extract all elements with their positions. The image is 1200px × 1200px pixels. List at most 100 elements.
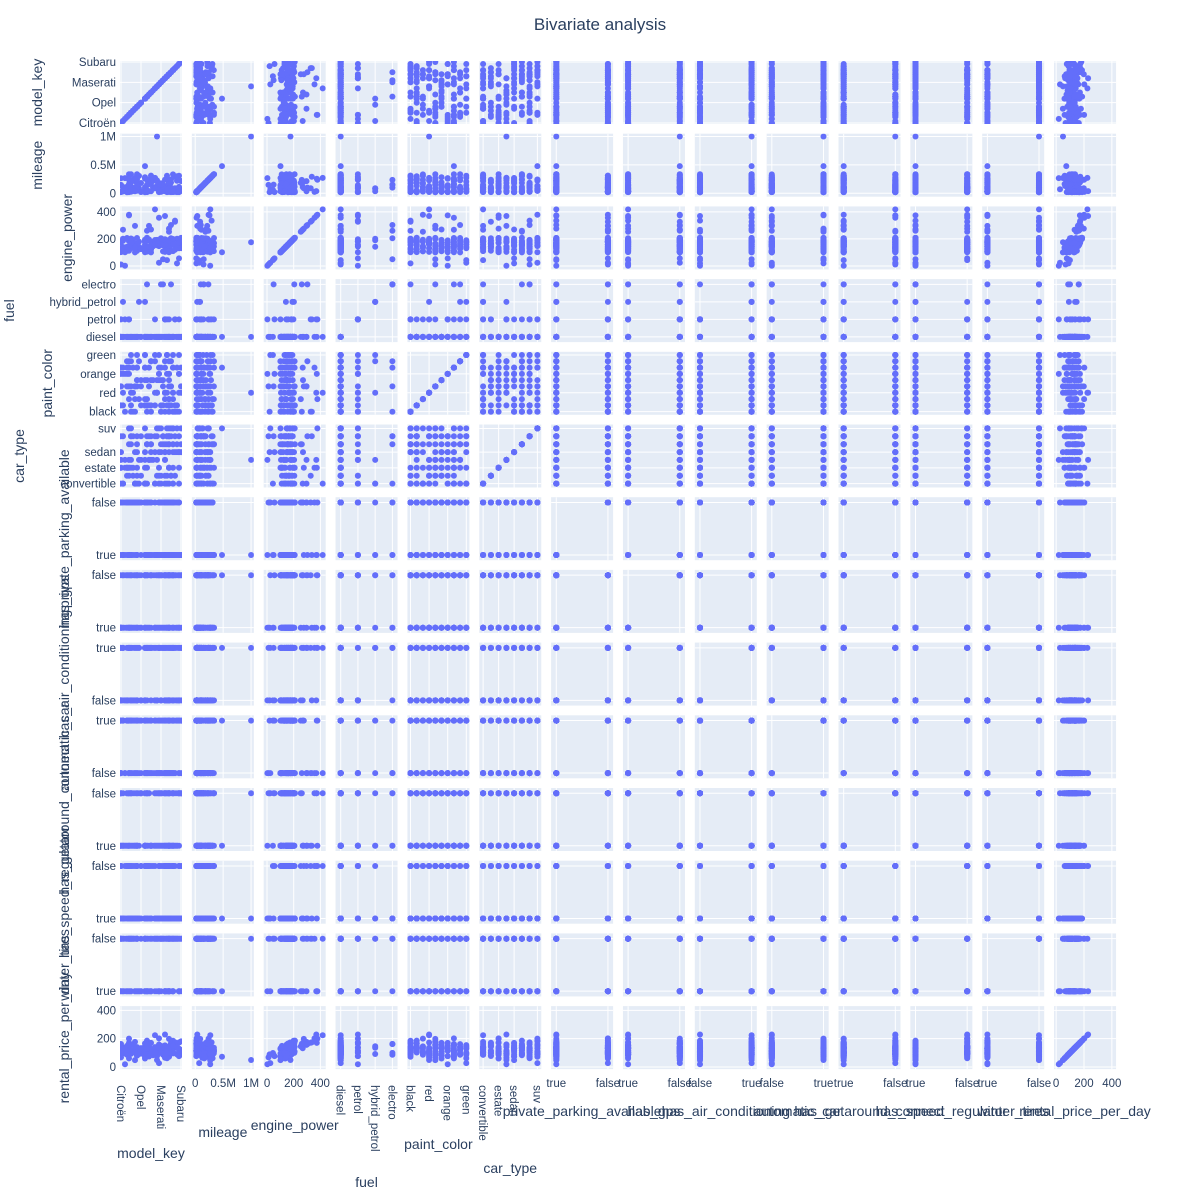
data-point (195, 73, 202, 80)
data-point (337, 188, 344, 195)
subplot-cell (191, 133, 254, 197)
data-point (450, 67, 457, 74)
data-point (964, 99, 971, 106)
data-point (208, 174, 214, 181)
data-point (892, 75, 899, 82)
data-point (840, 115, 847, 122)
data-point (120, 245, 124, 251)
subplot-background (838, 61, 901, 124)
data-point (193, 188, 200, 195)
data-point (676, 65, 683, 72)
data-point (676, 101, 683, 108)
data-point (503, 75, 510, 82)
data-point (526, 120, 533, 124)
data-point (1036, 133, 1042, 140)
data-point (432, 91, 439, 98)
data-point (200, 120, 207, 124)
data-point (480, 95, 487, 102)
data-point (432, 109, 439, 116)
data-point (450, 188, 457, 195)
data-point (748, 173, 755, 180)
data-point (1072, 173, 1079, 180)
data-point (748, 181, 755, 188)
data-point (354, 111, 361, 118)
data-point (697, 109, 703, 116)
data-point (337, 133, 344, 140)
data-point (820, 133, 827, 140)
data-point (1036, 73, 1042, 80)
data-point (697, 95, 703, 102)
data-point (984, 171, 991, 178)
data-point (277, 105, 284, 112)
subplot-cell (982, 61, 1045, 124)
data-point (964, 171, 971, 178)
data-point (912, 188, 919, 195)
data-point (419, 228, 426, 235)
data-point (534, 111, 541, 118)
data-point (450, 79, 457, 86)
data-point (407, 105, 414, 112)
data-point (748, 77, 755, 84)
data-point (389, 176, 396, 183)
data-point (126, 212, 132, 219)
data-point (820, 95, 827, 102)
data-point (820, 61, 827, 67)
data-point (463, 61, 470, 67)
data-point (1081, 81, 1088, 88)
data-point (337, 61, 344, 67)
data-point (419, 211, 426, 218)
data-point (164, 257, 170, 264)
subplot-cell (694, 133, 757, 197)
data-point (553, 91, 560, 98)
data-point (1075, 93, 1082, 100)
data-point (697, 99, 703, 106)
data-point (511, 81, 518, 88)
data-point (553, 118, 560, 124)
data-point (697, 67, 703, 74)
data-point (518, 71, 525, 78)
data-point (457, 85, 464, 92)
data-point (457, 174, 464, 181)
data-point (964, 120, 971, 124)
data-point (419, 111, 426, 118)
data-point (553, 163, 560, 170)
data-point (480, 174, 487, 181)
data-point (337, 105, 344, 112)
data-point (964, 73, 971, 80)
data-point (426, 61, 433, 65)
data-point (526, 188, 533, 195)
data-point (438, 188, 445, 195)
subplot-background (622, 61, 685, 124)
data-point (126, 181, 132, 187)
data-point (1085, 75, 1092, 82)
data-point (193, 245, 200, 252)
data-point (144, 187, 150, 194)
data-point (413, 120, 420, 124)
data-point (438, 236, 445, 243)
data-point (372, 118, 379, 124)
data-point (912, 174, 919, 181)
data-point (291, 79, 298, 86)
data-point (201, 181, 208, 188)
data-point (120, 261, 124, 268)
data-point (426, 67, 433, 74)
data-point (768, 91, 775, 98)
data-point (480, 79, 487, 86)
data-point (820, 120, 827, 124)
data-point (219, 95, 225, 102)
data-point (193, 61, 200, 67)
subplot-cell (263, 61, 326, 124)
data-point (426, 75, 433, 82)
data-point (604, 115, 611, 122)
data-point (136, 172, 142, 179)
data-point (984, 75, 991, 82)
data-point (450, 226, 457, 233)
data-point (964, 91, 971, 98)
data-point (463, 257, 470, 264)
data-point (1081, 111, 1088, 118)
data-point (337, 181, 344, 188)
data-point (503, 133, 510, 140)
data-point (426, 85, 433, 92)
data-point (820, 99, 827, 106)
data-point (354, 262, 361, 269)
